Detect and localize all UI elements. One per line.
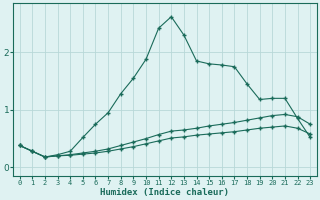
X-axis label: Humidex (Indice chaleur): Humidex (Indice chaleur) [100,188,229,197]
